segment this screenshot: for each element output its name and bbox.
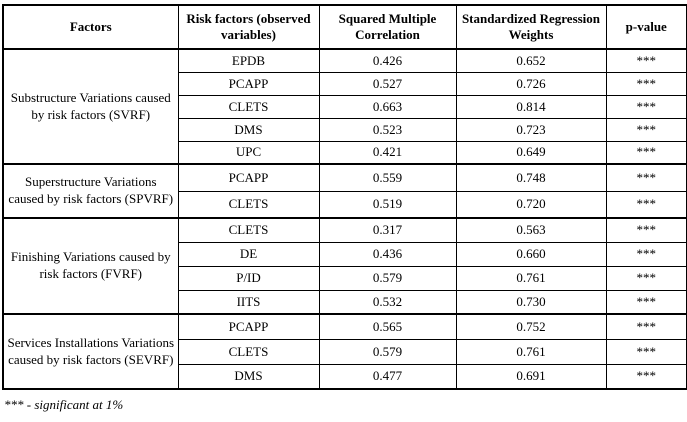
table-body: Substructure Variations caused by risk f…: [2, 48, 687, 390]
standardized-regression-weight-cell: 0.814: [455, 94, 607, 119]
p-value-cell: ***: [605, 71, 687, 96]
p-value-cell: ***: [605, 217, 687, 243]
standardized-regression-weight-cell: 0.723: [455, 117, 607, 142]
p-value-cell: ***: [605, 117, 687, 142]
header-standardized-regression-weights: Standardized Regression Weights: [455, 4, 607, 50]
p-value-cell: ***: [605, 313, 687, 340]
standardized-regression-weight-cell: 0.761: [455, 265, 607, 291]
p-value-cell: ***: [605, 48, 687, 73]
standardized-regression-weight-cell: 0.563: [455, 217, 607, 243]
risk-factor-cell: PCAPP: [177, 71, 320, 96]
table-row: CLETS 0.663 0.814 ***: [3, 94, 687, 119]
standardized-regression-weight-cell: 0.660: [455, 241, 607, 267]
p-value-cell: ***: [605, 289, 687, 315]
standardized-regression-weight-cell: 0.748: [455, 163, 607, 192]
squared-multiple-correlation-cell: 0.565: [318, 313, 457, 340]
factor-group-label: Superstructure Variations caused by risk…: [2, 163, 179, 219]
p-value-cell: ***: [605, 363, 687, 390]
risk-factor-cell: DMS: [177, 117, 320, 142]
factor-group-label: Substructure Variations caused by risk f…: [2, 48, 179, 165]
p-value-cell: ***: [605, 140, 687, 165]
squared-multiple-correlation-cell: 0.426: [318, 48, 457, 73]
standardized-regression-weight-cell: 0.652: [455, 48, 607, 73]
squared-multiple-correlation-cell: 0.436: [318, 241, 457, 267]
risk-factor-cell: IITS: [177, 289, 320, 315]
header-squared-multiple-correlation: Squared Multiple Correlation: [318, 4, 457, 50]
risk-factor-cell: DE: [177, 241, 320, 267]
risk-factor-cell: P/ID: [177, 265, 320, 291]
standardized-regression-weight-cell: 0.761: [455, 338, 607, 365]
table-row: UPC 0.421 0.649 ***: [3, 140, 687, 165]
p-value-cell: ***: [605, 190, 687, 219]
standardized-regression-weight-cell: 0.720: [455, 190, 607, 219]
risk-factor-cell: CLETS: [177, 190, 320, 219]
table-row: Finishing Variations caused by risk fact…: [2, 217, 687, 315]
squared-multiple-correlation-cell: 0.527: [318, 71, 457, 96]
risk-factor-cell: CLETS: [177, 338, 320, 365]
factor-group-label: Services Installations Variations caused…: [2, 313, 179, 390]
table-row: Services Installations Variations caused…: [2, 313, 687, 390]
standardized-regression-weight-cell: 0.726: [455, 71, 607, 96]
risk-factor-cell: DMS: [177, 363, 320, 390]
squared-multiple-correlation-cell: 0.421: [318, 140, 457, 165]
p-value-cell: ***: [605, 94, 687, 119]
risk-factor-cell: PCAPP: [177, 163, 320, 192]
table-row: Substructure Variations caused by risk f…: [2, 48, 687, 165]
regression-results-table: Factors Risk factors (observed variables…: [2, 4, 687, 390]
significance-footnote: *** - significant at 1%: [4, 397, 124, 412]
table-row: Superstructure Variations caused by risk…: [2, 163, 687, 219]
p-value-cell: ***: [605, 265, 687, 291]
squared-multiple-correlation-cell: 0.532: [318, 289, 457, 315]
squared-multiple-correlation-cell: 0.317: [318, 217, 457, 243]
factor-group-label: Finishing Variations caused by risk fact…: [2, 217, 179, 315]
squared-multiple-correlation-cell: 0.523: [318, 117, 457, 142]
p-value-cell: ***: [605, 163, 687, 192]
table-row: IITS 0.532 0.730 ***: [3, 289, 687, 315]
risk-factor-cell: EPDB: [177, 48, 320, 73]
header-factors: Factors: [2, 4, 179, 50]
squared-multiple-correlation-cell: 0.477: [318, 363, 457, 390]
standardized-regression-weight-cell: 0.752: [455, 313, 607, 340]
header-row: Factors Risk factors (observed variables…: [2, 4, 687, 50]
standardized-regression-weight-cell: 0.649: [455, 140, 607, 165]
standardized-regression-weight-cell: 0.691: [455, 363, 607, 390]
risk-factor-cell: CLETS: [177, 94, 320, 119]
header-risk-factors: Risk factors (observed variables): [177, 4, 320, 50]
risk-factor-cell: UPC: [177, 140, 320, 165]
squared-multiple-correlation-cell: 0.519: [318, 190, 457, 219]
squared-multiple-correlation-cell: 0.579: [318, 338, 457, 365]
table-row: DMS 0.523 0.723 ***: [3, 117, 687, 142]
risk-factor-cell: CLETS: [177, 217, 320, 243]
standardized-regression-weight-cell: 0.730: [455, 289, 607, 315]
table-row: CLETS 0.519 0.720 ***: [3, 190, 687, 219]
table-row: PCAPP 0.527 0.726 ***: [3, 71, 687, 96]
table-row: DE 0.436 0.660 ***: [3, 241, 687, 267]
p-value-cell: ***: [605, 241, 687, 267]
header-p-value: p-value: [605, 4, 687, 50]
squared-multiple-correlation-cell: 0.579: [318, 265, 457, 291]
p-value-cell: ***: [605, 338, 687, 365]
squared-multiple-correlation-cell: 0.559: [318, 163, 457, 192]
table-row: DMS 0.477 0.691 ***: [3, 363, 687, 390]
risk-factor-cell: PCAPP: [177, 313, 320, 340]
table-row: P/ID 0.579 0.761 ***: [3, 265, 687, 291]
squared-multiple-correlation-cell: 0.663: [318, 94, 457, 119]
